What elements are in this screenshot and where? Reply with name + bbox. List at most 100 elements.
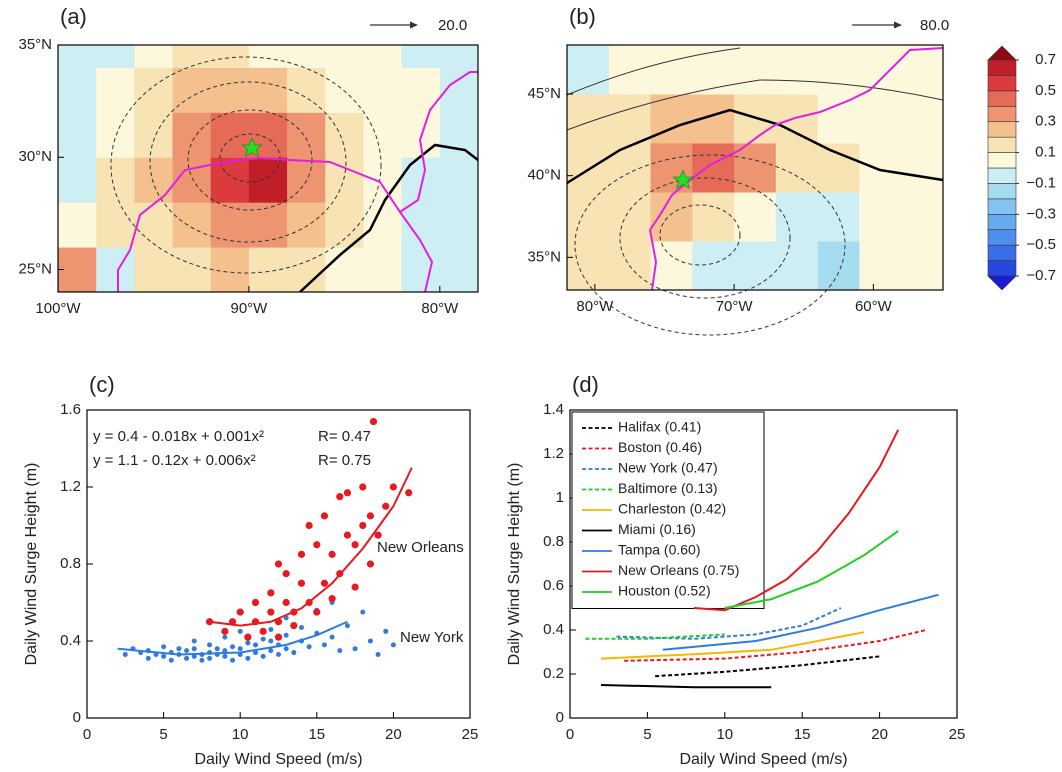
heat-cell bbox=[439, 202, 478, 248]
heat-cell bbox=[901, 45, 943, 95]
heat-cell bbox=[287, 202, 326, 248]
heat-cell bbox=[567, 192, 610, 242]
series-line bbox=[662, 593, 939, 651]
heat-cell bbox=[248, 157, 288, 203]
y-tick-label: 1.2 bbox=[543, 445, 564, 462]
heat-cell bbox=[58, 67, 97, 113]
colorbar-label: −0.1 bbox=[1026, 174, 1056, 191]
legend-label: New Orleans (0.75) bbox=[618, 562, 739, 578]
x-tick-label: 5 bbox=[643, 726, 651, 743]
scatter-point bbox=[389, 483, 397, 491]
heat-cell bbox=[859, 94, 902, 144]
scatter-point bbox=[276, 651, 281, 657]
heat-cell bbox=[901, 241, 943, 290]
heat-cell bbox=[172, 157, 212, 203]
x-tick-label: 70°W bbox=[716, 298, 754, 315]
annotation: y = 0.4 - 0.018x + 0.001x² bbox=[93, 428, 264, 445]
x-tick-label: 15 bbox=[794, 726, 811, 743]
map-decorations: 20.0 80.0 bbox=[110, 17, 949, 336]
heat-cell bbox=[325, 45, 364, 68]
heat-cell bbox=[734, 241, 777, 290]
scatter-point bbox=[267, 589, 275, 597]
colorbar-band bbox=[987, 167, 1017, 184]
scatter-point bbox=[374, 531, 382, 539]
contours-b bbox=[574, 154, 846, 336]
zero-contour-b bbox=[566, 108, 944, 185]
y-tick-label: 0 bbox=[556, 709, 564, 726]
colorbar-band bbox=[987, 244, 1017, 261]
heat-cell bbox=[134, 67, 174, 113]
scatter-point bbox=[383, 628, 389, 634]
scatter-point bbox=[199, 657, 205, 663]
coastline-b bbox=[648, 47, 944, 291]
scatter-point bbox=[305, 521, 313, 530]
heat-cell bbox=[608, 143, 652, 193]
scatter-point bbox=[283, 632, 289, 638]
heat-cell bbox=[401, 45, 441, 68]
scatter-point bbox=[268, 638, 274, 644]
heat-cell bbox=[363, 157, 403, 203]
scatter-point bbox=[161, 653, 167, 659]
plot-frame bbox=[57, 44, 479, 293]
scatter-point bbox=[214, 646, 220, 652]
heat-cell bbox=[210, 112, 250, 158]
heat-cell bbox=[210, 157, 250, 203]
heat-cell bbox=[567, 45, 610, 95]
x-tick-label: 90°W bbox=[230, 300, 268, 317]
scatter-point bbox=[230, 657, 236, 663]
heat-cell bbox=[817, 192, 860, 242]
colorbar-band bbox=[987, 198, 1017, 215]
heat-cell bbox=[401, 247, 441, 292]
heat-cell bbox=[859, 45, 902, 95]
scatter-point bbox=[191, 638, 197, 644]
scatter-point bbox=[176, 646, 182, 652]
heat-cell bbox=[134, 202, 174, 248]
colorbar-band bbox=[987, 152, 1017, 169]
x-tick-label: 80°W bbox=[421, 300, 459, 317]
annotation: New York bbox=[400, 629, 464, 646]
series-line bbox=[585, 633, 725, 640]
contours-b-solid bbox=[566, 47, 944, 131]
colorbar-label: 0.1 bbox=[1035, 144, 1056, 161]
y-tick-label: 1.2 bbox=[60, 478, 81, 495]
heat-cell bbox=[58, 45, 97, 68]
heat-cell bbox=[650, 45, 693, 95]
scatter-point bbox=[367, 638, 373, 644]
heat-cell bbox=[439, 157, 478, 203]
scatter-point bbox=[237, 628, 243, 634]
colorbar-label: 0.7 bbox=[1035, 51, 1056, 68]
heat-cell bbox=[692, 241, 735, 290]
scatter-point bbox=[313, 608, 321, 616]
colorbar-under bbox=[987, 275, 1017, 291]
heat-cell bbox=[901, 192, 943, 242]
scatter-point bbox=[306, 644, 312, 650]
heat-cell bbox=[817, 94, 860, 144]
reference-arrowhead-b bbox=[894, 21, 902, 29]
scatter-point bbox=[336, 493, 344, 501]
scatter-point bbox=[207, 642, 213, 648]
heat-cell bbox=[439, 45, 478, 68]
heat-cell bbox=[58, 202, 97, 248]
legend-label: Boston (0.46) bbox=[618, 439, 702, 455]
y-tick-label: 0.8 bbox=[60, 555, 81, 572]
scatter-point bbox=[360, 609, 366, 615]
legend-box bbox=[571, 411, 765, 609]
heat-cell bbox=[401, 157, 441, 203]
y-tick-label: 0.6 bbox=[543, 577, 564, 594]
scatter-point bbox=[245, 640, 251, 646]
y-axis-label: Daily Wind Surge Height (m) bbox=[506, 463, 523, 666]
y-tick-label: 35°N bbox=[18, 36, 52, 53]
heat-cell bbox=[248, 247, 288, 292]
heat-cell bbox=[608, 192, 652, 242]
y-tick-label: 0 bbox=[73, 709, 81, 726]
scatter-point bbox=[222, 648, 228, 654]
heat-cell bbox=[734, 45, 777, 95]
series-line bbox=[655, 655, 880, 678]
scatter-point bbox=[320, 579, 329, 587]
colorbar-band bbox=[987, 136, 1017, 153]
heatmap bbox=[58, 45, 478, 292]
scatter-point bbox=[259, 627, 267, 635]
heat-cell bbox=[817, 45, 860, 95]
y-tick-label: 0.8 bbox=[543, 533, 564, 550]
heat-cell bbox=[96, 247, 135, 292]
